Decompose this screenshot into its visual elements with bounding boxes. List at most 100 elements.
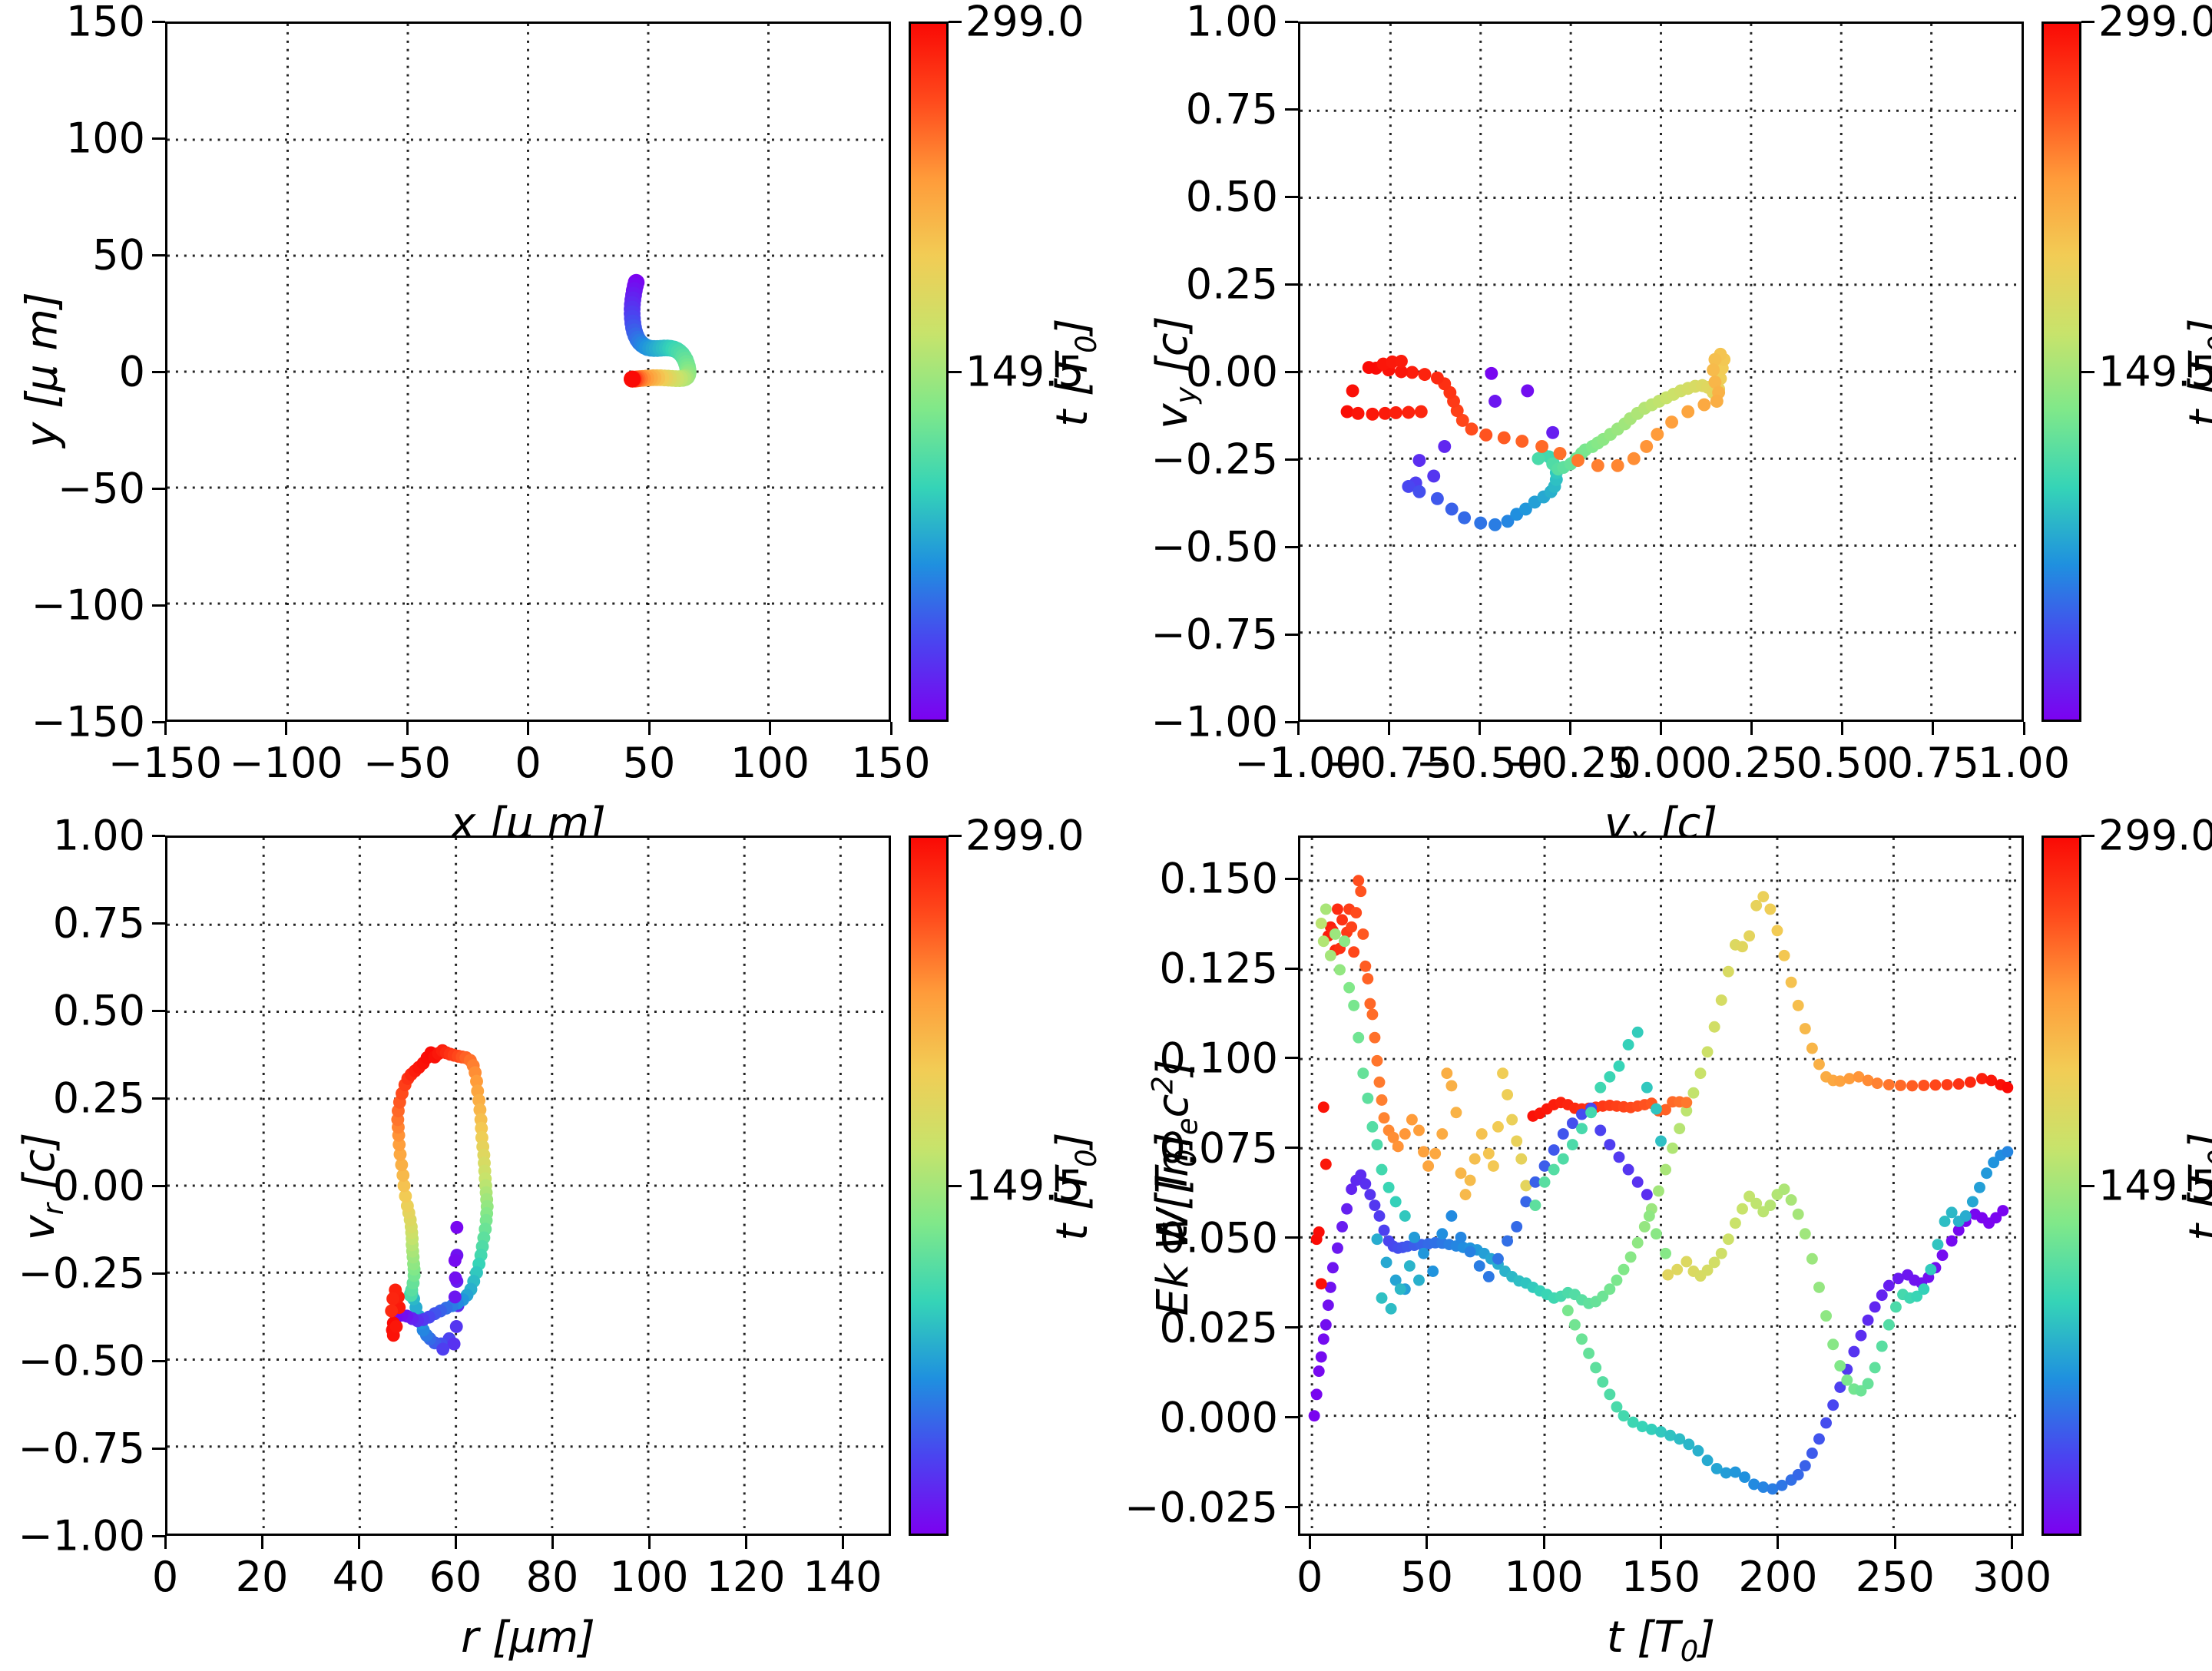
ytick-mark-energy-work-time-6 [1285,1416,1298,1419]
ytick-mark-radial-velocity-3 [152,1097,165,1100]
axes-velocity-vx-vy [1298,22,2024,722]
xtick-label-trajectory-xy-3: 0 [515,739,541,787]
ytick-mark-trajectory-xy-5 [152,137,165,140]
xtick-mark-velocity-vx-vy-8 [2022,722,2025,735]
xtick-label-velocity-vx-vy-7: 0.75 [1886,739,1979,787]
xtick-mark-energy-work-time-3 [1660,1536,1662,1549]
xtick-mark-radial-velocity-3 [454,1536,457,1549]
xtick-label-radial-velocity-4: 80 [525,1553,579,1601]
colorbar-mid-label-energy-work-time: 149.5 [2098,1161,2212,1210]
ytick-label-energy-work-time-5: 0.025 [1159,1303,1278,1352]
ytick-mark-velocity-vx-vy-8 [1285,20,1298,23]
ytick-label-energy-work-time-1: 0.125 [1159,944,1278,993]
xtick-label-velocity-vx-vy-1: −0.75 [1325,739,1452,787]
ytick-label-radial-velocity-8: −1.00 [18,1511,145,1560]
ytick-label-trajectory-xy-4: 50 [92,230,145,280]
ytick-label-radial-velocity-4: 0.00 [52,1161,145,1210]
ytick-mark-energy-work-time-7 [1285,1506,1298,1509]
xtick-label-radial-velocity-1: 20 [235,1553,289,1601]
xtick-label-radial-velocity-5: 100 [609,1553,689,1601]
plot-surface-trajectory-xy [167,24,889,720]
colorbar-mid-label-velocity-vx-vy: 149.5 [2098,347,2212,396]
ytick-mark-radial-velocity-6 [152,1359,165,1362]
ytick-mark-velocity-vx-vy-7 [1285,108,1298,111]
colorbar-max-label-velocity-vx-vy: 299.0 [2098,0,2212,46]
ytick-label-energy-work-time-6: 0.000 [1159,1393,1278,1442]
xtick-mark-velocity-vx-vy-3 [1568,722,1571,735]
plot-surface-energy-work-time [1300,838,2022,1534]
ytick-label-velocity-vx-vy-8: 1.00 [1185,0,1278,46]
ytick-label-radial-velocity-7: −0.75 [18,1424,145,1473]
xtick-label-velocity-vx-vy-5: 0.25 [1705,739,1798,787]
ytick-mark-radial-velocity-7 [152,1447,165,1450]
colorbar-trajectory-xy [909,22,949,722]
xtick-mark-velocity-vx-vy-1 [1387,722,1390,735]
xtick-label-trajectory-xy-0: −150 [108,739,223,787]
xtick-mark-trajectory-xy-4 [647,722,651,735]
xtick-mark-velocity-vx-vy-7 [1932,722,1935,735]
xtick-mark-velocity-vx-vy-6 [1841,722,1844,735]
xtick-label-radial-velocity-0: 0 [151,1553,179,1601]
colorbar-energy-work-time [2041,836,2081,1536]
ytick-label-energy-work-time-0: 0.150 [1159,854,1278,903]
axes-radial-velocity [165,836,891,1536]
xtick-mark-energy-work-time-0 [1308,1536,1311,1549]
ytick-label-velocity-vx-vy-1: −0.75 [1151,610,1278,659]
xtick-label-velocity-vx-vy-8: 1.00 [1977,739,2071,787]
colorbar-velocity-vx-vy [2041,22,2081,722]
xtick-mark-radial-velocity-7 [841,1536,844,1549]
colorbar-max-label-energy-work-time: 299.0 [2098,811,2212,860]
xtick-label-radial-velocity-2: 40 [332,1553,386,1601]
colorbar-max-tick-trajectory-xy [949,20,962,23]
xtick-label-trajectory-xy-6: 150 [851,739,931,787]
xtick-mark-trajectory-xy-5 [769,722,771,735]
ytick-mark-energy-work-time-1 [1285,967,1298,970]
ytick-mark-energy-work-time-4 [1285,1236,1298,1239]
colorbar-max-tick-velocity-vx-vy [2081,20,2094,23]
xtick-mark-radial-velocity-0 [164,1536,167,1549]
ytick-mark-trajectory-xy-6 [152,20,165,23]
ytick-label-velocity-vx-vy-6: 0.50 [1185,172,1278,221]
ytick-mark-energy-work-time-3 [1285,1147,1298,1150]
colorbar-mid-tick-energy-work-time [2081,1184,2094,1187]
colorbar-axis-label-energy-work-time: t [T0] [2180,1133,2212,1241]
xtick-mark-trajectory-xy-6 [889,722,892,735]
xtick-mark-trajectory-xy-1 [285,722,287,735]
yaxis-label-trajectory-xy: y [μ m] [17,292,68,448]
ytick-label-velocity-vx-vy-5: 0.25 [1185,260,1278,309]
ytick-label-velocity-vx-vy-4: 0.00 [1185,347,1278,396]
colorbar-mid-tick-radial-velocity [949,1184,962,1187]
ytick-label-radial-velocity-5: −0.25 [18,1249,145,1298]
xtick-label-energy-work-time-4: 200 [1738,1553,1818,1601]
plot-surface-radial-velocity [167,838,889,1534]
ytick-mark-trajectory-xy-0 [152,720,165,723]
ytick-mark-velocity-vx-vy-6 [1285,195,1298,198]
xtick-label-velocity-vx-vy-0: −1.00 [1234,739,1362,787]
ytick-mark-radial-velocity-0 [152,834,165,837]
ytick-mark-velocity-vx-vy-2 [1285,545,1298,548]
xtick-label-energy-work-time-6: 300 [1972,1553,2052,1601]
xtick-label-energy-work-time-2: 100 [1504,1553,1584,1601]
axes-trajectory-xy [165,22,891,722]
xtick-label-velocity-vx-vy-4: 0.00 [1614,739,1707,787]
ytick-mark-radial-velocity-8 [152,1534,165,1537]
colorbar-mid-label-radial-velocity: 149.5 [965,1161,1084,1210]
xtick-mark-energy-work-time-2 [1542,1536,1545,1549]
ytick-mark-velocity-vx-vy-4 [1285,370,1298,373]
xtick-mark-energy-work-time-1 [1426,1536,1429,1549]
ytick-label-trajectory-xy-0: −150 [31,697,145,746]
colorbar-mid-tick-velocity-vx-vy [2081,370,2094,373]
colorbar-radial-velocity [909,836,949,1536]
xtick-label-radial-velocity-7: 140 [803,1553,882,1601]
ytick-mark-trajectory-xy-3 [152,370,165,373]
xtick-label-radial-velocity-6: 120 [706,1553,786,1601]
ytick-mark-trajectory-xy-2 [152,487,165,490]
xtick-mark-radial-velocity-4 [551,1536,554,1549]
colorbar-max-tick-energy-work-time [2081,834,2094,837]
ytick-label-energy-work-time-3: 0.075 [1159,1123,1278,1173]
ytick-label-energy-work-time-7: −0.025 [1124,1483,1278,1532]
ytick-label-radial-velocity-6: −0.50 [18,1336,145,1385]
ytick-label-trajectory-xy-5: 100 [65,114,145,163]
xtick-mark-radial-velocity-1 [260,1536,263,1549]
